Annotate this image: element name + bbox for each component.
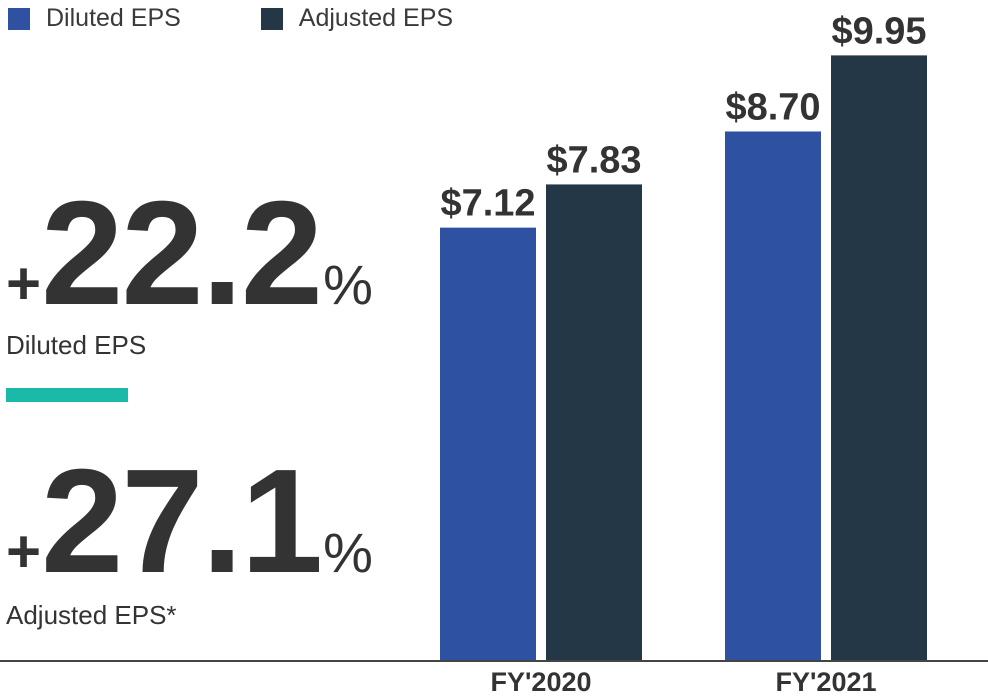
x-tick-label-fy-2021: FY'2021 bbox=[776, 667, 877, 697]
legend-label-diluted: Diluted EPS bbox=[46, 4, 181, 32]
value-label-diluted-eps-fy-2020: $7.12 bbox=[440, 183, 535, 225]
legend-item-diluted: Diluted EPS bbox=[8, 4, 181, 33]
diluted-growth-value: 22.2 bbox=[41, 171, 323, 336]
diluted-growth-stat: + 22.2 % bbox=[6, 180, 373, 328]
adjusted-growth-value: 27.1 bbox=[41, 439, 323, 604]
value-label-adjusted-eps-fy-2020: $7.83 bbox=[546, 139, 641, 181]
value-label-diluted-eps-fy-2021: $8.70 bbox=[725, 86, 820, 128]
diluted-growth-label: Diluted EPS bbox=[6, 330, 147, 360]
adjusted-growth-stat: + 27.1 % bbox=[6, 448, 373, 596]
diluted-growth-sign: + bbox=[6, 250, 42, 317]
bar-adjusted-eps-fy-2020 bbox=[546, 184, 642, 661]
diluted-growth-unit: % bbox=[323, 253, 373, 316]
adjusted-growth-unit: % bbox=[323, 521, 373, 584]
bar-adjusted-eps-fy-2021 bbox=[831, 55, 927, 662]
legend-swatch-adjusted bbox=[260, 7, 283, 30]
legend-item-adjusted: Adjusted EPS bbox=[260, 4, 454, 33]
legend-label-adjusted: Adjusted EPS bbox=[298, 4, 454, 32]
accent-divider bbox=[6, 388, 128, 402]
value-label-adjusted-eps-fy-2021: $9.95 bbox=[831, 10, 926, 52]
x-tick-label-fy-2020: FY'2020 bbox=[491, 667, 592, 697]
bar-diluted-eps-fy-2021 bbox=[725, 131, 821, 661]
adjusted-growth-label: Adjusted EPS* bbox=[6, 600, 177, 630]
legend-swatch-diluted bbox=[8, 7, 30, 30]
chart-legend: Diluted EPS Adjusted EPS bbox=[8, 4, 533, 33]
adjusted-growth-sign: + bbox=[6, 518, 42, 585]
bar-diluted-eps-fy-2020 bbox=[440, 227, 536, 661]
